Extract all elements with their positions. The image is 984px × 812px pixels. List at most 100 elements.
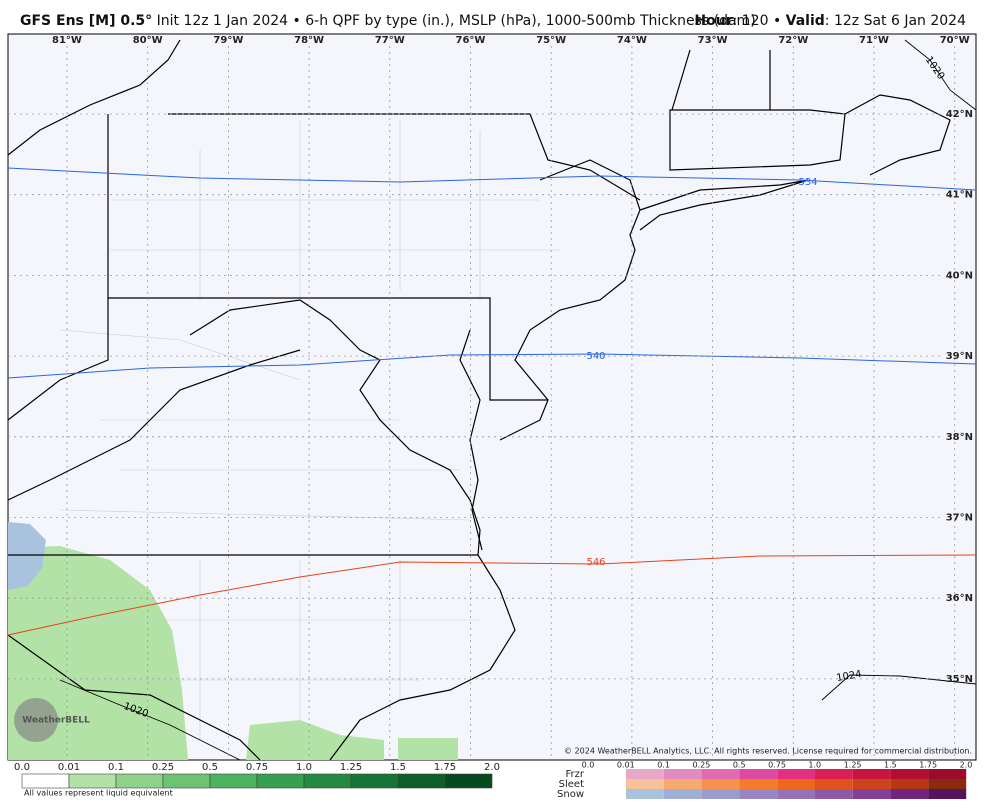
map: 81°W 80°W 79°W 78°W 77°W 76°W 75°W 74°W 73°W 72°W…	[7, 33, 977, 761]
qpf-scale-label: 1.75	[434, 762, 456, 773]
hour-key: Hour	[694, 13, 732, 29]
ptype-name: Frzr	[566, 769, 585, 780]
latitude-label: 40°N	[946, 270, 973, 281]
ptype-scale-label: 0.1	[657, 761, 670, 770]
ptype-scale-label: 1.5	[884, 761, 897, 770]
qpf-color-bin	[303, 773, 352, 789]
qpf-color-bin	[397, 773, 446, 789]
ptype-color-bin	[928, 789, 967, 799]
ptype-color-bin	[626, 789, 664, 799]
logo: WeatherBELL	[14, 698, 90, 742]
ptype-color-bin	[739, 769, 778, 779]
ptype-color-bin	[928, 769, 967, 779]
qpf-scale-label: 1.5	[390, 762, 406, 773]
ptype-color-bin	[890, 779, 929, 789]
thickness-label: 534	[798, 177, 817, 188]
ptype-color-bin	[777, 789, 815, 799]
ptype-color-bin	[815, 789, 853, 799]
ptype-color-bin	[777, 769, 815, 779]
logo-mark	[14, 698, 58, 742]
ptype-scale-label: 1.75	[919, 761, 937, 770]
qpf-scale-label: 0.01	[58, 762, 80, 773]
ptype-color-bin	[852, 769, 891, 779]
longitude-label: 71°W	[859, 35, 889, 46]
qpf-color-bin	[209, 773, 258, 789]
ptype-color-bin	[739, 779, 778, 789]
qpf-color-bin	[68, 773, 117, 789]
latitude-label: 41°N	[946, 190, 973, 201]
ptype-color-bin	[890, 789, 929, 799]
ptype-color-bin	[663, 789, 702, 799]
ptype-color-bin	[701, 779, 740, 789]
ptype-color-bin	[701, 769, 740, 779]
model-name: GFS Ens [M] 0.5°	[20, 13, 152, 29]
valid-key: Valid	[786, 13, 825, 29]
ptype-color-bin	[701, 789, 740, 799]
rain-area	[398, 738, 458, 760]
ptype-scale-label: 1.25	[844, 761, 862, 770]
header-title: GFS Ens [M] 0.5° Init 12z 1 Jan 2024 • 6…	[20, 13, 756, 29]
isobar	[59, 679, 241, 761]
qpf-color-bin	[115, 773, 164, 789]
isobar-label: 1024	[836, 669, 863, 684]
valid-value: : 12z Sat 6 Jan 2024	[825, 13, 966, 29]
header-valid: Hour: 120 • Valid: 12z Sat 6 Jan 2024	[694, 13, 966, 29]
ptype-color-bin	[928, 779, 967, 789]
thickness-contour	[7, 353, 977, 379]
qpf-scale-label: 2.0	[484, 762, 500, 773]
copyright: © 2024 WeatherBELL Analytics, LLC. All r…	[564, 747, 972, 756]
longitude-label: 70°W	[940, 35, 970, 46]
ptype-scale-label: 0.01	[617, 761, 635, 770]
longitude-label: 77°W	[375, 35, 405, 46]
ptype-color-bin	[852, 789, 891, 799]
thickness-contour	[7, 167, 977, 191]
latitude-label: 36°N	[946, 593, 973, 604]
graticule: 81°W 80°W 79°W 78°W 77°W 76°W 75°W 74°W 73°W 72°W…	[8, 35, 973, 760]
qpf-scale-label: 0.75	[246, 762, 268, 773]
legend-note: All values represent liquid equivalent	[24, 789, 173, 798]
ptype-name: Snow	[557, 789, 584, 800]
longitude-label: 78°W	[294, 35, 324, 46]
ptype-color-bin	[815, 769, 853, 779]
snow-area	[8, 522, 46, 590]
longitude-label: 80°W	[133, 35, 163, 46]
ptype-scale-label: 2.0	[960, 761, 973, 770]
qpf-color-bin	[21, 773, 70, 789]
county-lines	[40, 120, 560, 740]
isobar	[821, 674, 977, 701]
isobar	[904, 39, 977, 111]
ptype-color-bin	[890, 769, 929, 779]
logo-text: WeatherBELL	[22, 716, 90, 726]
ptype-name: Sleet	[559, 779, 584, 790]
thickness-label: 540	[586, 351, 605, 362]
ptype-color-bin	[663, 769, 702, 779]
qpf-scale-label: 1.0	[296, 762, 312, 773]
qpf-color-bin	[444, 773, 493, 789]
ptype-scale-label: 0.75	[768, 761, 786, 770]
run-info: Init 12z 1 Jan 2024 • 6-h QPF by type (i…	[157, 13, 756, 29]
qpf-color-bin	[350, 773, 399, 789]
ptype-color-bin	[626, 769, 664, 779]
latitude-label: 39°N	[946, 351, 973, 362]
longitude-label: 72°W	[778, 35, 808, 46]
thickness-label: 546	[586, 557, 605, 568]
ptype-color-bin	[663, 779, 702, 789]
ptype-scale-label: 0.5	[733, 761, 746, 770]
qpf-scale-label: 0.1	[108, 762, 124, 773]
rain-area	[246, 720, 384, 760]
longitude-label: 74°W	[617, 35, 647, 46]
latitude-label: 35°N	[946, 674, 973, 685]
longitude-label: 73°W	[698, 35, 728, 46]
qpf-color-bin	[256, 773, 305, 789]
longitude-label: 76°W	[456, 35, 486, 46]
legend: All values represent liquid equivalent 0…	[14, 761, 972, 801]
qpf-scale-label: 0.25	[152, 762, 174, 773]
longitude-label: 75°W	[536, 35, 566, 46]
qpf-scale-label: 0.5	[202, 762, 218, 773]
thickness-contour	[7, 554, 977, 636]
latitude-label: 42°N	[946, 109, 973, 120]
qpf-scale-label: 0.0	[14, 762, 30, 773]
qpf-color-bin	[162, 773, 211, 789]
ptype-scale-label: 1.0	[808, 761, 821, 770]
